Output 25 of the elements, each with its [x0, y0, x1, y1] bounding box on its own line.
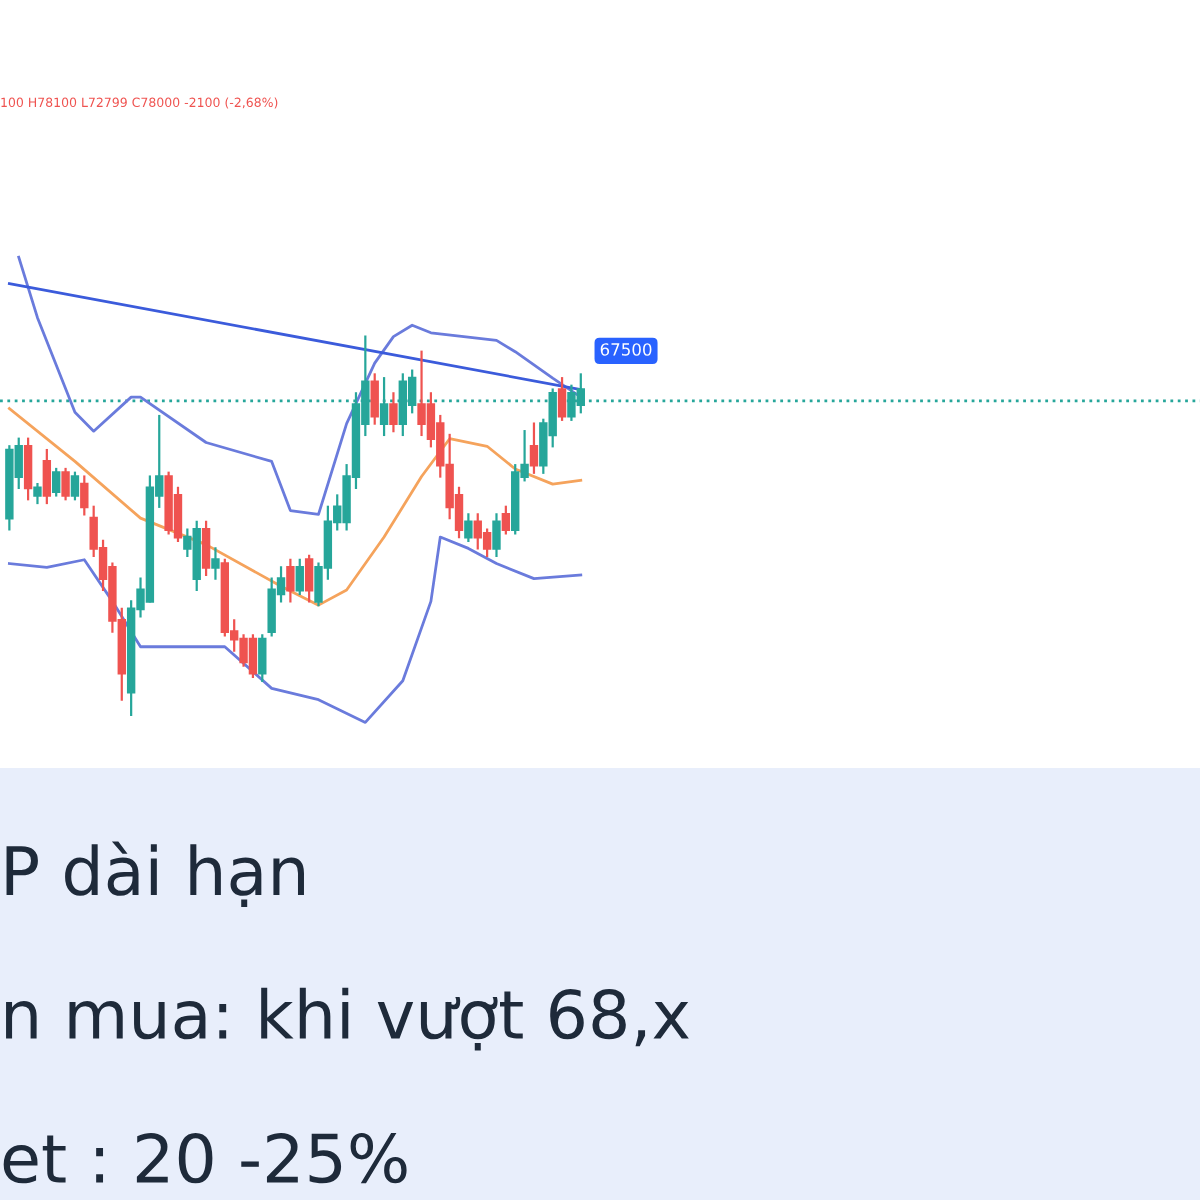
candlestick: [529, 422, 539, 474]
candlestick: [52, 467, 61, 497]
candlestick: [501, 505, 511, 535]
candlestick: [370, 373, 379, 425]
candlestick: [211, 547, 220, 580]
candlestick: [295, 558, 304, 595]
text: P dài hạn: [6, 841, 304, 908]
candlestick: [33, 483, 42, 505]
candlestick: [23, 437, 33, 501]
candlestick: [389, 392, 398, 433]
candlestick: [492, 513, 501, 558]
candlestick: [304, 554, 314, 603]
candlestick: [70, 471, 80, 501]
candlestick: [286, 558, 295, 603]
text: et : 20 -25%: [3, 1132, 407, 1184]
candlestick: [201, 520, 211, 576]
candlestick: [464, 513, 473, 542]
candlestick: [557, 377, 567, 421]
candlestick: [258, 634, 267, 682]
candlestick: [482, 528, 492, 558]
text: 67500: [600, 343, 652, 356]
candlestick: [61, 467, 70, 501]
candlestick: [80, 475, 89, 516]
candlestick: [42, 448, 52, 505]
text: n mua: khi vượt 68,x: [6, 987, 689, 1051]
